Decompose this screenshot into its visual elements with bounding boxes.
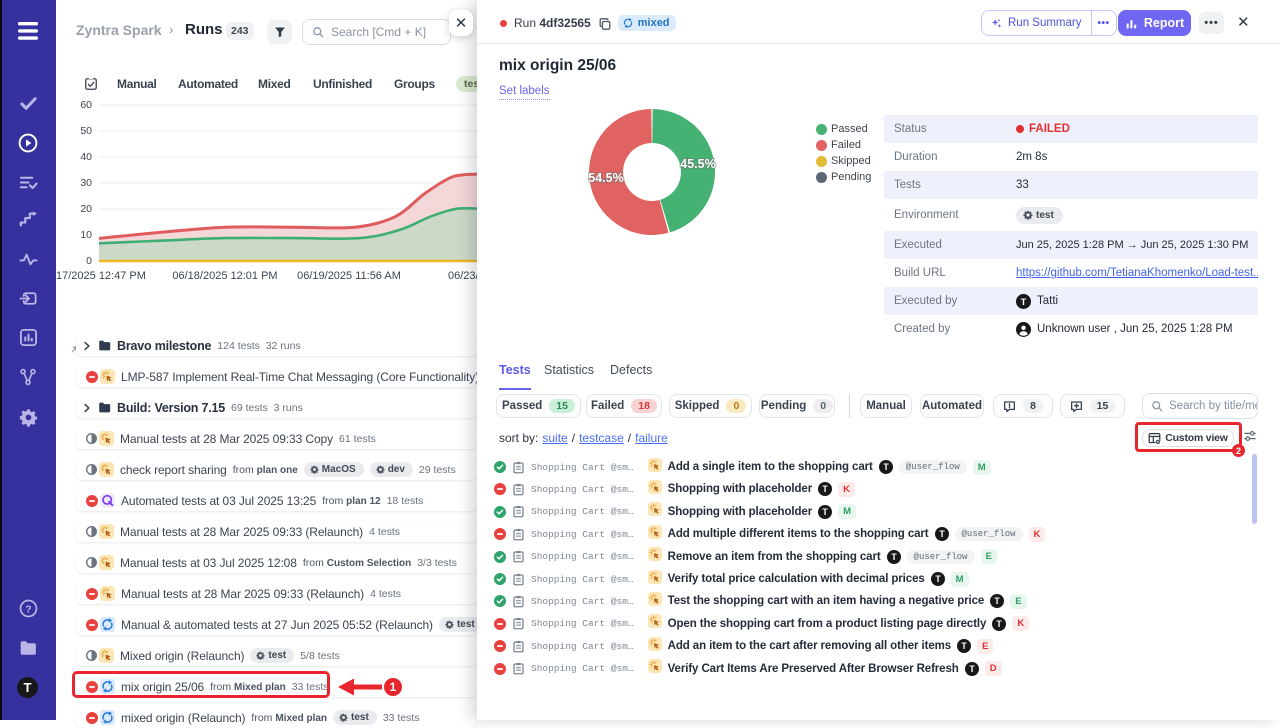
svg-text:06/19/2025 11:56 AM: 06/19/2025 11:56 AM: [297, 270, 401, 282]
svg-text:T: T: [891, 552, 897, 562]
svg-text:T: T: [822, 485, 828, 495]
svg-text:30: 30: [80, 177, 92, 189]
svg-text:T: T: [969, 664, 975, 674]
svg-text:20: 20: [80, 203, 92, 215]
svg-text:50: 50: [80, 125, 92, 137]
svg-text:T: T: [961, 641, 967, 651]
svg-text:40: 40: [80, 151, 92, 163]
svg-text:10: 10: [80, 229, 92, 241]
svg-text:60: 60: [80, 99, 92, 111]
svg-text:06/18/2025 12:01 PM: 06/18/2025 12:01 PM: [172, 270, 277, 282]
svg-text:T: T: [997, 619, 1003, 629]
svg-text:T: T: [935, 574, 941, 584]
svg-text:T: T: [883, 462, 889, 472]
svg-text:T: T: [23, 680, 31, 695]
svg-text:T: T: [995, 597, 1001, 607]
svg-text:?: ?: [25, 604, 31, 615]
svg-text:T: T: [939, 529, 945, 539]
svg-text:T: T: [1021, 296, 1027, 306]
svg-text:0: 0: [86, 255, 92, 267]
svg-text:45.5%: 45.5%: [680, 157, 715, 171]
svg-text:54.5%: 54.5%: [588, 171, 623, 185]
svg-text:06/23/2025: 06/23/2025: [448, 270, 477, 282]
svg-text:1: 1: [390, 680, 397, 694]
svg-text:T: T: [822, 507, 828, 517]
svg-text:17/2025 12:47 PM: 17/2025 12:47 PM: [56, 270, 146, 282]
